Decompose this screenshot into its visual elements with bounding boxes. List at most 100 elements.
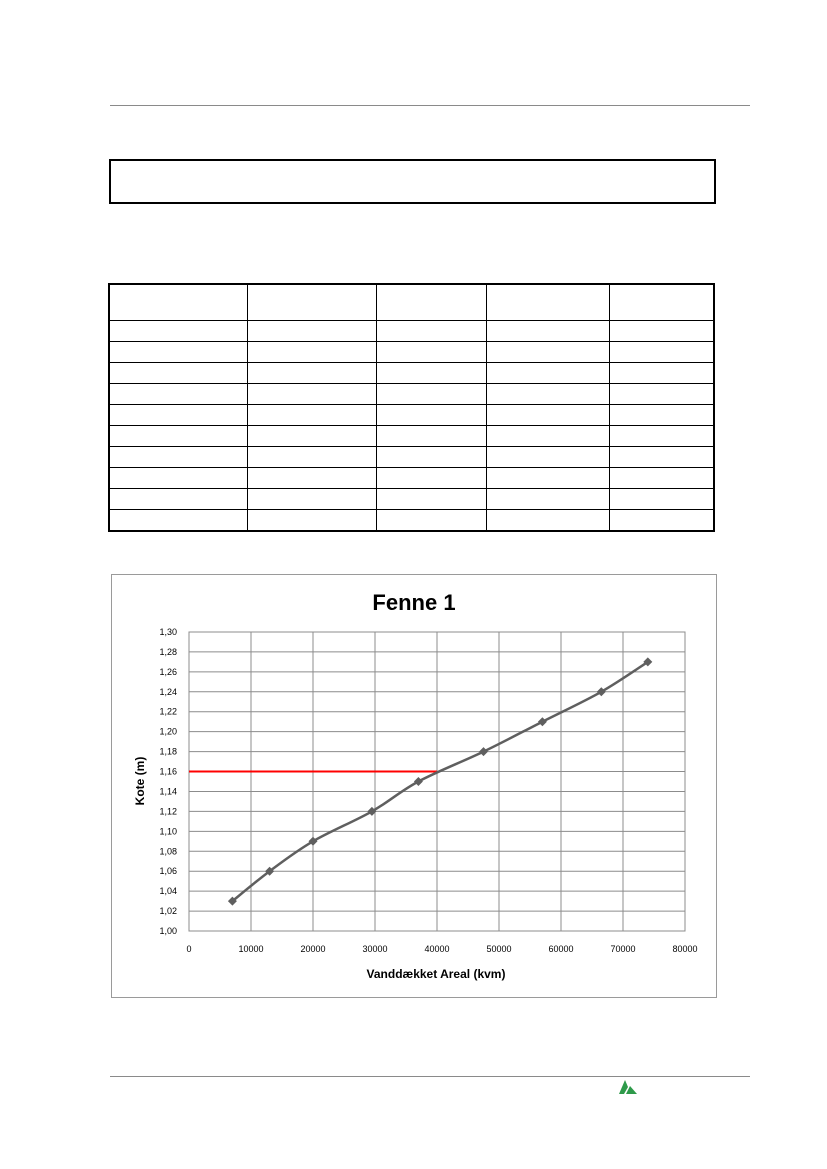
table-cell	[376, 446, 487, 468]
table-cell	[486, 467, 610, 489]
x-tick-label: 50000	[486, 944, 511, 954]
data-point-marker	[479, 747, 488, 757]
table-cell	[376, 425, 487, 447]
table-row	[109, 320, 714, 342]
y-tick-label: 1,08	[159, 846, 177, 856]
x-tick-label: 80000	[672, 944, 697, 954]
data-table	[108, 283, 715, 532]
y-tick-label: 1,20	[159, 727, 177, 737]
table-cell	[376, 362, 487, 384]
table-cell	[609, 425, 714, 447]
table-cell	[109, 404, 248, 426]
chart-frame: Fenne 1 0 10000 20000 30000 40000 50000 60000 7…	[111, 574, 717, 998]
table-cell	[609, 509, 714, 531]
data-point-marker	[596, 687, 606, 697]
series-line	[231, 660, 649, 903]
chart-title: Fenne 1	[372, 590, 455, 615]
plot-area-border	[188, 631, 686, 932]
y-tick-label: 1,26	[159, 667, 177, 677]
table-cell	[109, 425, 248, 447]
tick-labels: 0 10000 20000 30000 40000 50000 60000 70000 8000…	[159, 627, 697, 954]
y-tick-label: 1,18	[159, 747, 177, 757]
table-cell	[247, 488, 377, 510]
table-cell	[376, 488, 487, 510]
table-cell	[247, 509, 377, 531]
x-tick-label: 60000	[548, 944, 573, 954]
data-point-marker	[413, 777, 423, 786]
table-cell	[609, 320, 714, 342]
y-tick-label: 1,22	[159, 707, 177, 717]
table-cell	[376, 320, 487, 342]
table-cell	[109, 509, 248, 531]
table-cell	[486, 509, 610, 531]
table-cell	[486, 284, 610, 321]
table-cell	[486, 362, 610, 384]
table-cell	[376, 341, 487, 363]
table-cell	[109, 284, 248, 321]
table-cell	[609, 341, 714, 363]
y-tick-label: 1,00	[159, 926, 177, 936]
table-cell	[486, 488, 610, 510]
table-row	[109, 467, 714, 489]
table-cell	[109, 488, 248, 510]
series-group	[227, 657, 653, 906]
table-cell	[109, 467, 248, 489]
table-cell	[109, 446, 248, 468]
chart-grid	[188, 631, 686, 932]
table-cell	[609, 467, 714, 489]
table-cell	[609, 362, 714, 384]
table-cell	[247, 404, 377, 426]
x-tick-label: 40000	[424, 944, 449, 954]
table-cell	[109, 320, 248, 342]
data-point-marker	[643, 657, 653, 667]
line-chart: Fenne 1 0 10000 20000 30000 40000 50000 60000 7…	[133, 590, 698, 981]
table-row	[109, 509, 714, 531]
table-cell	[376, 509, 487, 531]
y-tick-label: 1,14	[159, 786, 177, 796]
table-cell	[247, 341, 377, 363]
table-cell	[609, 284, 714, 321]
data-point-marker	[367, 806, 377, 816]
table-cell	[486, 446, 610, 468]
data-point-marker	[537, 717, 547, 727]
y-axis-label: Kote (m)	[133, 757, 147, 806]
table-cell	[109, 383, 248, 405]
x-tick-label: 30000	[362, 944, 387, 954]
table-cell	[486, 404, 610, 426]
x-tick-label: 0	[186, 944, 191, 954]
y-tick-label: 1,28	[159, 647, 177, 657]
table-cell	[376, 467, 487, 489]
table-cell	[247, 467, 377, 489]
table-cell	[109, 341, 248, 363]
table-row	[109, 425, 714, 447]
table-header-row	[109, 284, 714, 321]
x-tick-label: 10000	[238, 944, 263, 954]
header-box	[109, 159, 716, 204]
table-row	[109, 362, 714, 384]
x-tick-label: 70000	[610, 944, 635, 954]
table-cell	[109, 362, 248, 384]
table-cell	[609, 383, 714, 405]
table-cell	[486, 341, 610, 363]
table-cell	[376, 404, 487, 426]
table-cell	[376, 383, 487, 405]
data-point-marker	[308, 836, 318, 846]
table-cell	[486, 425, 610, 447]
table-cell	[247, 425, 377, 447]
data-point-marker	[227, 896, 237, 906]
table-cell	[247, 446, 377, 468]
table-cell	[486, 320, 610, 342]
data-point-marker	[265, 866, 275, 876]
table-cell	[247, 383, 377, 405]
y-tick-label: 1,12	[159, 806, 177, 816]
table-cell	[609, 488, 714, 510]
y-tick-label: 1,06	[159, 866, 177, 876]
y-tick-label: 1,10	[159, 826, 177, 836]
x-axis-label: Vanddækket Areal (kvm)	[367, 967, 506, 981]
company-logo-icon	[619, 1080, 637, 1094]
table-cell	[609, 446, 714, 468]
bottom-rule	[110, 1076, 750, 1077]
table-row	[109, 404, 714, 426]
table-cell	[247, 362, 377, 384]
x-tick-label: 20000	[300, 944, 325, 954]
